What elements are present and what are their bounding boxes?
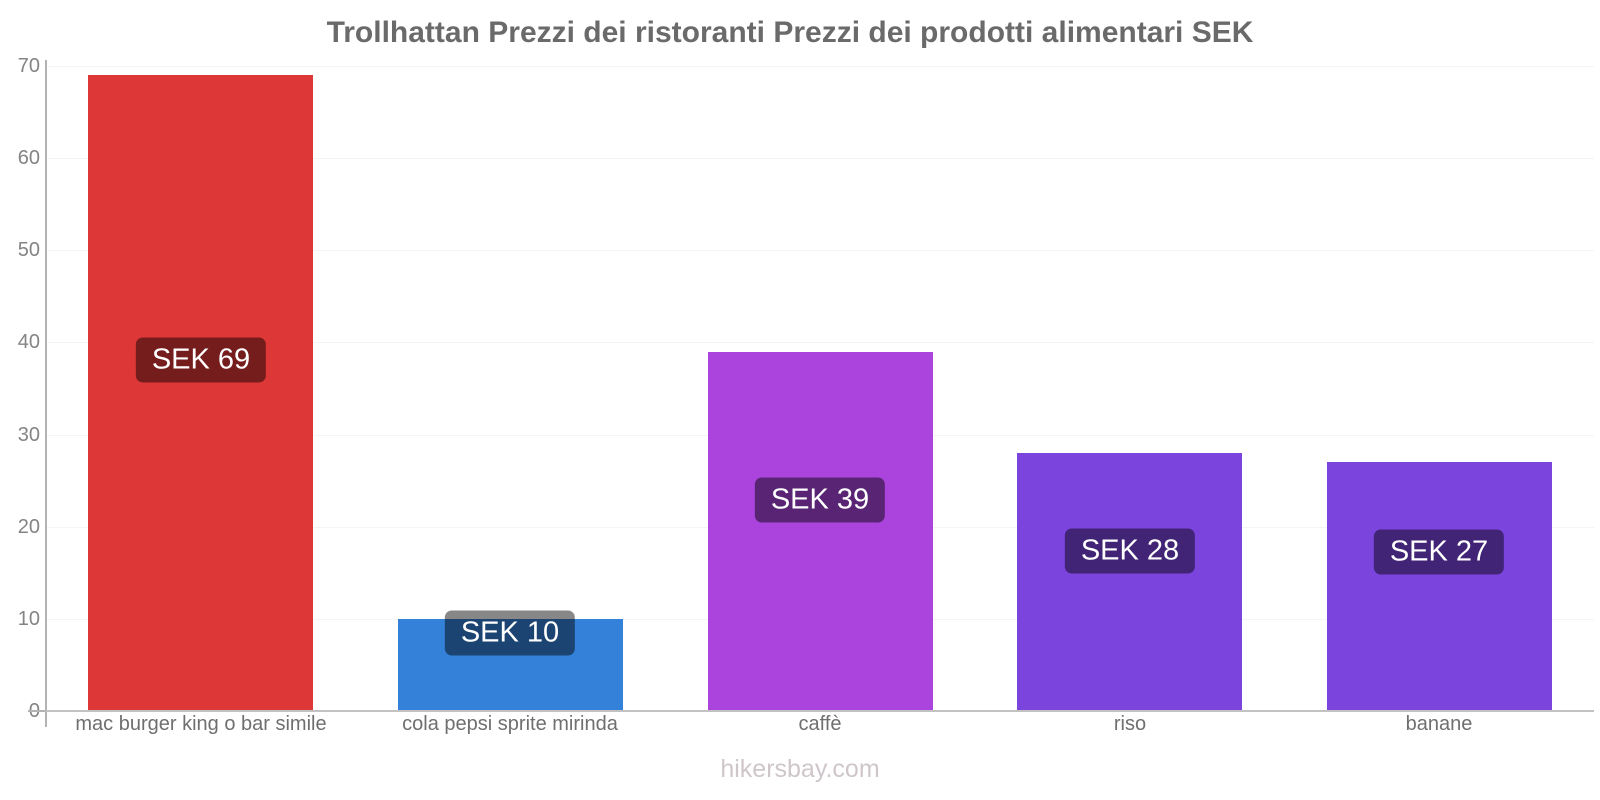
bar-caffè xyxy=(708,352,933,711)
x-axis-label: caffè xyxy=(798,713,842,735)
y-axis-tick-label: 10 xyxy=(17,608,40,630)
bar-riso xyxy=(1017,453,1242,711)
y-axis-tick-label: 40 xyxy=(17,331,40,353)
bar-cola-pepsi-sprite-mirinda xyxy=(398,619,623,711)
x-axis-label: riso xyxy=(1113,713,1147,735)
chart-title: Trollhattan Prezzi dei ristoranti Prezzi… xyxy=(326,16,1254,49)
gridline xyxy=(46,158,1594,159)
y-axis-tick-label: 30 xyxy=(17,424,40,446)
y-axis-tick-label: 70 xyxy=(17,55,40,77)
x-axis-label: banane xyxy=(1405,713,1473,735)
y-axis-line xyxy=(45,60,47,727)
bar-value-badge: SEK 28 xyxy=(1064,528,1196,574)
gridline xyxy=(46,66,1594,67)
bar-value-badge: SEK 27 xyxy=(1373,529,1505,575)
x-axis-label: mac burger king o bar simile xyxy=(75,713,327,735)
bar-value-badge: SEK 39 xyxy=(754,477,886,523)
gridline xyxy=(46,342,1594,343)
zero-tick-mark xyxy=(28,710,46,712)
footer-watermark-link[interactable]: hikersbay.com xyxy=(720,755,880,783)
bar-banane xyxy=(1327,462,1552,711)
y-axis-tick-label: 20 xyxy=(17,516,40,538)
y-axis-tick-label: 60 xyxy=(17,147,40,169)
bar-mac-burger-king-o-bar-simile xyxy=(88,75,313,711)
y-axis-tick-label: 50 xyxy=(17,239,40,261)
bar-value-badge: SEK 69 xyxy=(135,337,267,383)
gridline xyxy=(46,250,1594,251)
x-axis-line xyxy=(46,710,1594,712)
bar-value-badge: SEK 10 xyxy=(444,610,576,656)
x-axis-label: cola pepsi sprite mirinda xyxy=(402,713,618,735)
